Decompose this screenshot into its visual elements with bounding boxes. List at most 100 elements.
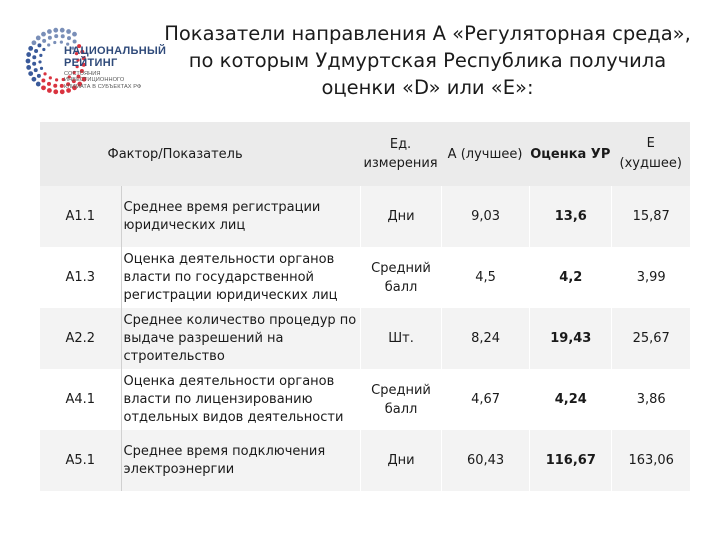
header-a-best: А (лучшее) [440, 122, 530, 186]
row-unit: Шт. [360, 308, 441, 369]
logo-dot [77, 44, 82, 49]
logo-dot [60, 34, 65, 39]
logo-dot [37, 43, 42, 48]
row-e-worst: 25,67 [611, 308, 690, 369]
logo-dot [54, 34, 59, 39]
header-unit-line1: Ед. [389, 137, 412, 152]
header-e-worst: Е (худшее) [611, 122, 690, 186]
logo-dot [43, 72, 47, 76]
logo-dot [47, 88, 52, 93]
logo-dot [81, 76, 87, 82]
logo-dot [28, 71, 34, 77]
logo-dot [35, 35, 41, 41]
row-unit: Дни [360, 186, 441, 247]
logo-dot [72, 31, 77, 37]
row-code: А5.1 [40, 430, 121, 491]
logo-text: НАЦИОНАЛЬНЫЙ РЕЙТИНГ СОСТОЯНИЯ ИНВЕСТИЦИ… [64, 46, 166, 90]
logo-dot [26, 52, 32, 57]
logo-dot [72, 39, 77, 44]
title-line3: оценки «D» или «E»: [321, 76, 534, 99]
national-rating-logo: НАЦИОНАЛЬНЫЙ РЕЙТИНГ СОСТОЯНИЯ ИНВЕСТИЦИ… [24, 16, 166, 116]
logo-dot [26, 65, 32, 70]
indicators-table: Фактор/Показатель Ед. измерения А (лучше… [40, 122, 690, 491]
table-row: А5.1 Среднее время подключения электроэне… [40, 430, 690, 491]
logo-dot [25, 58, 31, 64]
logo-dot [59, 27, 65, 33]
logo-dot [48, 76, 52, 80]
logo-dot [34, 48, 39, 53]
logo-dot [32, 61, 37, 66]
row-ur-score: 4,2 [529, 247, 612, 308]
row-indicator-name: Оценка деятельности органов власти по ли… [120, 369, 361, 430]
row-e-worst: 3,99 [611, 247, 690, 308]
logo-dot [81, 62, 86, 67]
logo-dot [39, 53, 43, 57]
logo-dot [31, 40, 37, 46]
row-ur-score: 116,67 [529, 430, 612, 491]
logo-dot [42, 38, 47, 43]
logo-dot [74, 52, 79, 56]
logo-line2: РЕЙТИНГ [64, 57, 118, 69]
row-a-best: 60,43 [440, 430, 530, 491]
header-unit-line2: измерения [363, 156, 438, 171]
row-ur-score: 19,43 [529, 308, 612, 369]
table-header-row: Фактор/Показатель Ед. измерения А (лучше… [40, 122, 690, 186]
row-unit: Средний балл [360, 247, 441, 308]
logo-subtitle: СОСТОЯНИЯ ИНВЕСТИЦИОННОГО КЛИМАТА В СУБЪ… [64, 71, 166, 90]
logo-dot [39, 66, 44, 70]
logo-dot [67, 36, 72, 41]
logo-dot [35, 81, 41, 87]
row-a-best: 8,24 [440, 308, 530, 369]
logo-emblem-icon [25, 27, 87, 95]
row-ur-score: 13,6 [529, 186, 612, 247]
logo-dot [41, 85, 46, 91]
logo-dot [66, 82, 71, 87]
logo-dot [71, 79, 76, 84]
logo-dot [59, 83, 64, 88]
header-unit: Ед. измерения [360, 122, 441, 186]
logo-dot [55, 78, 59, 82]
row-a-best: 4,67 [440, 369, 530, 430]
logo-dot [72, 70, 76, 75]
logo-dot [36, 73, 41, 78]
logo-dot [47, 29, 52, 34]
title-line1: Показатели направления А «Регуляторная с… [164, 22, 691, 45]
logo-dot [76, 58, 80, 62]
row-indicator-name: Среднее время регистрации юридических ли… [120, 186, 361, 247]
row-e-worst: 163,06 [611, 430, 690, 491]
logo-dot [41, 31, 46, 37]
logo-dot [53, 89, 59, 95]
row-e-worst: 3,86 [611, 369, 690, 430]
header-ur-score: Оценка УР [529, 122, 612, 186]
logo-dot [47, 35, 52, 40]
logo-dot [47, 43, 51, 47]
row-code: А1.3 [40, 247, 121, 308]
logo-dot [53, 27, 59, 33]
logo-dot [67, 75, 71, 79]
title-line2: по которым Удмуртская Республика получил… [188, 49, 667, 72]
logo-dot [41, 78, 46, 83]
row-ur-score: 4,24 [529, 369, 612, 430]
logo-dot [80, 49, 85, 54]
table-row: А4.1 Оценка деятельности органов власти п… [40, 369, 690, 430]
logo-dot [76, 74, 81, 79]
row-code: А2.2 [40, 308, 121, 369]
row-unit: Дни [360, 430, 441, 491]
row-e-worst: 15,87 [611, 186, 690, 247]
table-row: А1.3 Оценка деятельности органов власти п… [40, 247, 690, 308]
row-indicator-name: Оценка деятельности органов власти по го… [120, 247, 361, 308]
logo-dot [66, 88, 71, 93]
logo-dot [75, 65, 79, 69]
logo-dot [71, 46, 75, 50]
logo-dot [59, 89, 65, 95]
table-row: А2.2 Среднее количество процедур по выдач… [40, 308, 690, 369]
logo-dot [79, 69, 84, 74]
logo-dot [46, 81, 51, 86]
logo-dot [66, 29, 71, 34]
row-indicator-name: Среднее время подключения электроэнергии [120, 430, 361, 491]
logo-dot [59, 40, 63, 44]
page-title: Показатели направления А «Регуляторная с… [150, 20, 705, 101]
logo-sub1: СОСТОЯНИЯ [64, 71, 101, 77]
logo-dot [28, 45, 34, 51]
logo-dot [66, 42, 70, 46]
